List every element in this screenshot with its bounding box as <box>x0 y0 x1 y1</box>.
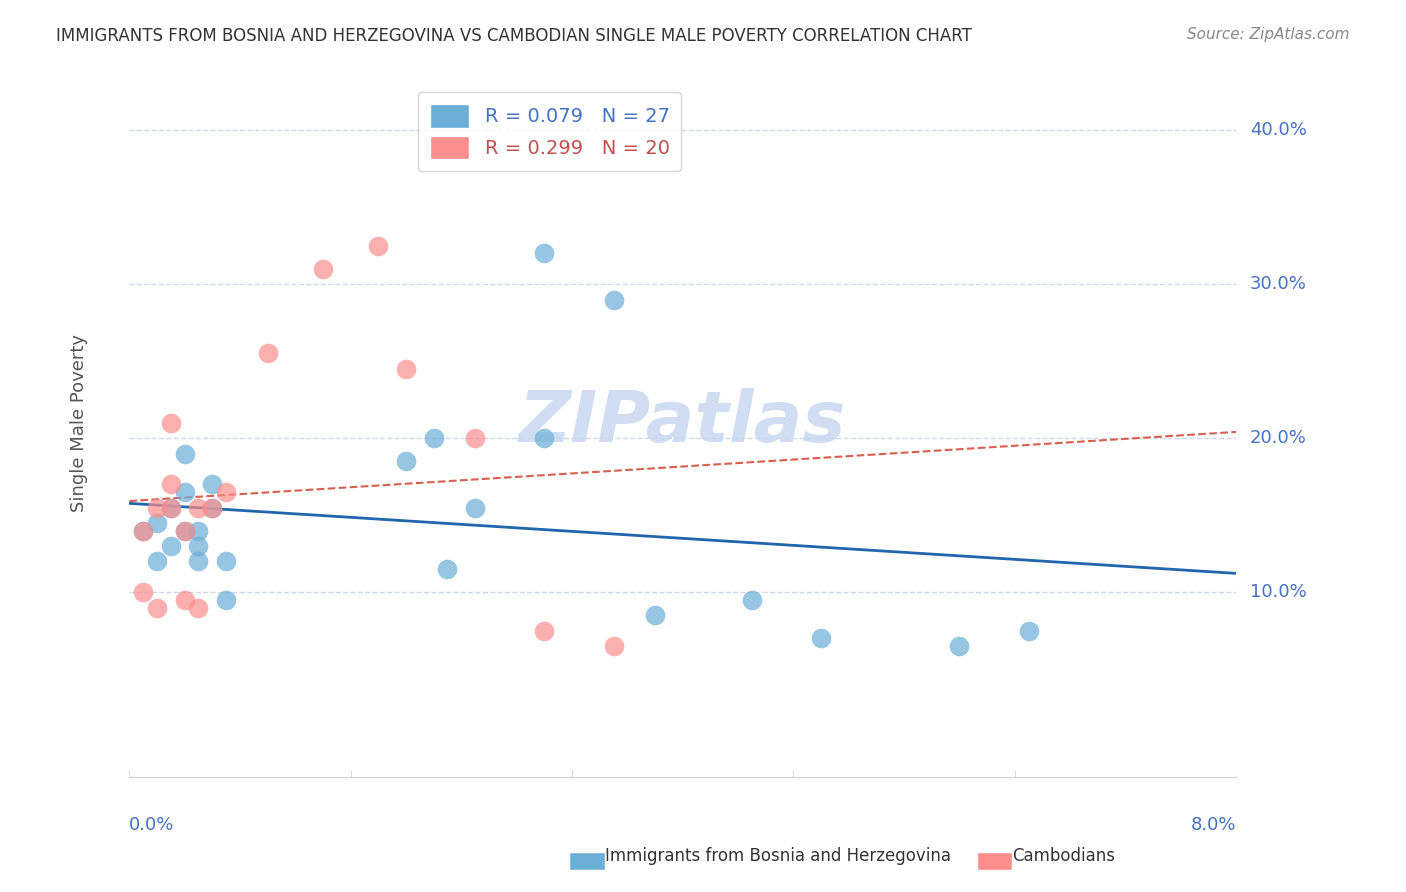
Legend: R = 0.079   N = 27, R = 0.299   N = 20: R = 0.079 N = 27, R = 0.299 N = 20 <box>419 93 682 171</box>
Text: Source: ZipAtlas.com: Source: ZipAtlas.com <box>1187 27 1350 42</box>
Text: 20.0%: 20.0% <box>1250 429 1306 447</box>
Point <box>464 431 486 445</box>
Point <box>187 500 209 515</box>
Point <box>159 539 181 553</box>
Point <box>533 624 555 638</box>
Point <box>201 500 224 515</box>
Text: 30.0%: 30.0% <box>1250 275 1306 293</box>
Text: Immigrants from Bosnia and Herzegovina: Immigrants from Bosnia and Herzegovina <box>605 847 950 865</box>
Point <box>464 500 486 515</box>
Point <box>173 593 195 607</box>
Point <box>173 524 195 538</box>
Point <box>146 500 169 515</box>
Point <box>810 632 832 646</box>
Text: 40.0%: 40.0% <box>1250 121 1306 139</box>
Point <box>215 485 238 500</box>
Point <box>187 554 209 568</box>
Point <box>159 500 181 515</box>
Point <box>146 554 169 568</box>
Point <box>132 524 155 538</box>
Point <box>173 524 195 538</box>
Point <box>1018 624 1040 638</box>
Point <box>132 524 155 538</box>
Text: IMMIGRANTS FROM BOSNIA AND HERZEGOVINA VS CAMBODIAN SINGLE MALE POVERTY CORRELAT: IMMIGRANTS FROM BOSNIA AND HERZEGOVINA V… <box>56 27 972 45</box>
Point <box>201 477 224 491</box>
Point <box>948 639 970 653</box>
Point <box>201 500 224 515</box>
Point <box>173 447 195 461</box>
Point <box>602 639 624 653</box>
Point <box>159 477 181 491</box>
Point <box>187 600 209 615</box>
Text: 8.0%: 8.0% <box>1191 815 1236 834</box>
Point <box>256 346 278 360</box>
Text: Cambodians: Cambodians <box>1012 847 1115 865</box>
Point <box>215 554 238 568</box>
Point <box>215 593 238 607</box>
Point <box>187 539 209 553</box>
Point <box>159 416 181 430</box>
Text: 10.0%: 10.0% <box>1250 583 1306 601</box>
Text: ZIPatlas: ZIPatlas <box>519 388 846 458</box>
Point <box>436 562 458 576</box>
Point <box>367 238 389 252</box>
Point <box>422 431 444 445</box>
Text: Single Male Poverty: Single Male Poverty <box>70 334 89 512</box>
Point <box>602 293 624 307</box>
Text: 0.0%: 0.0% <box>129 815 174 834</box>
Point <box>159 500 181 515</box>
Point <box>533 246 555 260</box>
Point <box>312 261 335 276</box>
Point <box>533 431 555 445</box>
Point <box>741 593 763 607</box>
Point <box>395 362 418 376</box>
Point <box>146 600 169 615</box>
Point <box>644 608 666 623</box>
Point <box>173 485 195 500</box>
Point <box>395 454 418 468</box>
Point <box>146 516 169 530</box>
Point <box>132 585 155 599</box>
Point <box>187 524 209 538</box>
